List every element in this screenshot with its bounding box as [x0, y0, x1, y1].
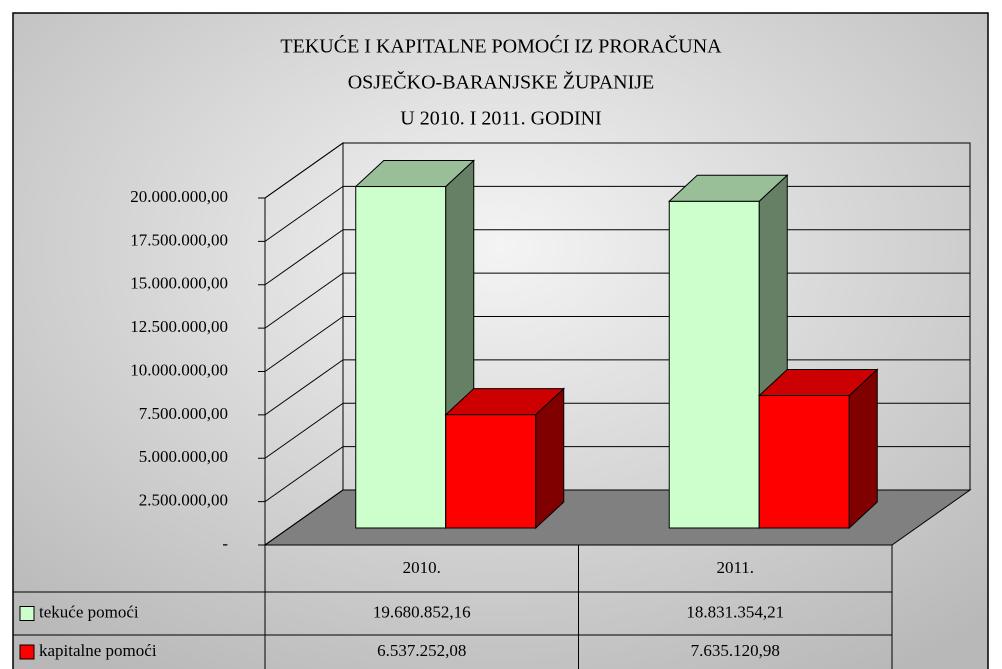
grid-line	[264, 359, 344, 416]
data-label: 6.537.252,08	[377, 641, 466, 660]
grid-line	[264, 402, 344, 459]
bar-front	[668, 200, 760, 529]
x-tick-label: 2011.	[716, 558, 754, 577]
grid-line	[264, 185, 344, 242]
y-tick-label: 10.000.000,00	[130, 360, 228, 379]
y-tick-label: -	[222, 534, 228, 553]
chart-title: U 2010. I 2011. GODINI	[400, 108, 601, 130]
y-tick-label: 15.000.000,00	[130, 274, 228, 293]
legend-swatch	[19, 644, 35, 660]
bar-top	[667, 174, 789, 202]
data-label: 19.680.852,16	[373, 602, 471, 621]
chart-frame	[12, 12, 989, 669]
chart-title: OSJEČKO-BARANJSKE ŽUPANIJE	[348, 70, 655, 94]
bar-front	[758, 395, 850, 529]
bar-front	[445, 414, 537, 529]
x-tick-label: 2010.	[403, 558, 441, 577]
grid-line	[264, 489, 344, 546]
grid-line	[264, 272, 344, 329]
chart-title: TEKUĆE I KAPITALNE POMOĆI IZ PRORAČUNA	[280, 34, 722, 58]
bar-top	[354, 160, 476, 188]
legend-label: tekuće pomoći	[39, 602, 139, 621]
bar	[354, 159, 476, 530]
grid-line	[264, 229, 344, 286]
legend-swatch	[19, 606, 35, 621]
data-label: 18.831.354,21	[686, 602, 784, 621]
y-tick-label: 12.500.000,00	[130, 317, 228, 336]
y-tick-label: 5.000.000,00	[139, 447, 228, 466]
bar-front	[355, 186, 447, 529]
bar	[444, 387, 566, 530]
bar-side	[848, 368, 878, 530]
bar	[757, 368, 879, 530]
y-tick-label: 17.500.000,00	[130, 230, 228, 249]
bar-top	[444, 388, 566, 416]
y-tick-label: 2.500.000,00	[139, 491, 228, 510]
bar-top	[757, 369, 879, 397]
y-tick-label: 7.500.000,00	[139, 404, 228, 423]
grid-line	[264, 316, 344, 372]
data-label: 7.635.120,98	[691, 641, 780, 660]
y-tick-label: 20.000.000,00	[130, 187, 228, 206]
grid-line	[264, 446, 344, 503]
grid-line	[264, 142, 344, 199]
legend-label: kapitalne pomoći	[39, 641, 157, 660]
